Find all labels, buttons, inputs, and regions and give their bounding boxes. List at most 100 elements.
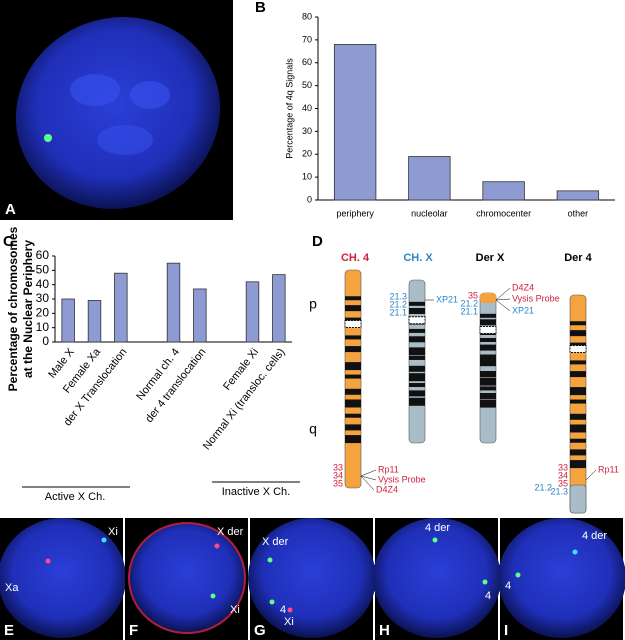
x-tick-label: periphery	[336, 208, 374, 218]
chromosome	[344, 269, 362, 489]
band	[345, 388, 361, 395]
band	[480, 354, 496, 363]
panel-label: A	[5, 201, 16, 218]
fish-signal	[45, 558, 51, 564]
band-label: 34	[558, 470, 568, 480]
y-tick-label: 0	[307, 194, 312, 204]
y-tick-label: 0	[42, 334, 49, 348]
y-tick-label: 40	[302, 103, 312, 113]
band-label: 33	[333, 462, 343, 472]
band	[480, 319, 496, 326]
band	[480, 399, 496, 408]
nucleus	[128, 522, 246, 634]
signal-label: 4 der	[582, 530, 607, 542]
chromosome-title: Der 4	[564, 252, 592, 264]
x-tick-label: nucleolar	[411, 208, 448, 218]
nucleus	[248, 518, 376, 638]
band-label: 21.3	[389, 291, 407, 301]
band	[480, 371, 496, 377]
bar	[193, 288, 207, 343]
signal-label: X der	[217, 526, 244, 538]
band	[480, 313, 496, 318]
bar	[245, 281, 260, 343]
chromosome	[569, 294, 587, 514]
centromere	[408, 316, 426, 325]
y-tick-label: 70	[302, 34, 312, 44]
panel-label: E	[4, 622, 14, 639]
band-label: 21.2	[460, 298, 478, 308]
bar	[61, 298, 75, 343]
band	[345, 305, 361, 312]
fish-signal	[572, 549, 578, 555]
band-label: 35	[558, 478, 568, 488]
x-tick-label: chromocenter	[476, 208, 531, 218]
y-tick-label: 30	[36, 291, 50, 305]
y-tick-label: 20	[36, 306, 50, 320]
band-label: 35	[333, 478, 343, 488]
band-label: Vysis Probe	[512, 293, 560, 303]
band-label: Vysis Probe	[378, 474, 426, 484]
y-tick-label: 20	[302, 149, 312, 159]
signal-label: Xi	[108, 526, 118, 538]
fish-signal	[44, 134, 52, 142]
bar	[87, 300, 102, 343]
panel-label: H	[379, 622, 390, 639]
band	[409, 397, 425, 406]
micrograph: X der Xi F	[125, 518, 248, 640]
band	[480, 386, 496, 391]
chromocenter	[97, 125, 153, 155]
panel-label: G	[254, 622, 266, 639]
signal-label: 4	[280, 604, 286, 616]
signal-label: Xi	[230, 604, 240, 616]
band	[480, 362, 496, 367]
band-label: 21.1	[460, 306, 478, 316]
band-label: 33	[558, 462, 568, 472]
band	[570, 371, 586, 378]
band	[480, 338, 496, 342]
band	[409, 301, 425, 306]
y-tick-label: 30	[302, 126, 312, 136]
pointer	[360, 475, 375, 491]
bar	[166, 262, 181, 343]
band	[570, 438, 586, 443]
band	[345, 346, 361, 353]
panel-label: D	[312, 233, 323, 250]
band	[409, 365, 425, 372]
pointer	[495, 298, 511, 301]
y-tick-label: 80	[302, 11, 312, 21]
signal-label: 4	[505, 580, 511, 592]
y-tick-label: 10	[302, 172, 312, 182]
band	[409, 390, 425, 397]
micrograph: 4 der 4 I	[498, 518, 625, 640]
fish-signal	[214, 543, 220, 549]
y-axis-label: at the Nuclear Periphery	[21, 240, 35, 378]
fish-signal	[432, 537, 438, 543]
band	[345, 296, 361, 301]
band	[570, 387, 586, 396]
band	[480, 344, 496, 351]
fish-signal	[269, 599, 275, 605]
chromosome-title: CH. X	[403, 252, 433, 264]
signal-label: 4	[485, 590, 491, 602]
band-label: XP21	[512, 305, 534, 315]
micrograph: Xa Xi E	[0, 518, 126, 640]
bar	[556, 190, 600, 201]
group-label: Active X Ch.	[45, 491, 106, 503]
band	[409, 347, 425, 356]
nucleus	[373, 518, 501, 638]
signal-label: Xa	[5, 582, 19, 594]
band	[345, 374, 361, 379]
band	[345, 413, 361, 418]
fish-signal	[267, 557, 273, 563]
chromocenter	[70, 74, 120, 106]
band-label: D4Z4	[376, 484, 398, 494]
panel-label: F	[129, 622, 138, 639]
nucleus	[498, 518, 625, 638]
fish-signal	[482, 579, 488, 585]
pointer	[360, 475, 377, 481]
band	[345, 424, 361, 431]
band	[409, 383, 425, 388]
centromere	[344, 320, 362, 328]
fish-signal	[210, 593, 216, 599]
